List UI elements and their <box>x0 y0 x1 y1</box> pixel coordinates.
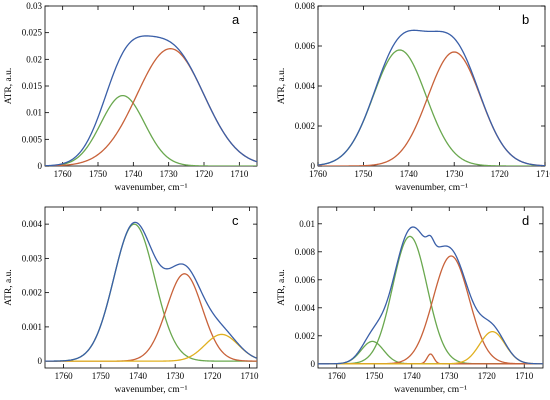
y-axis-label: ATR, a.u. <box>277 269 287 305</box>
x-axis-label: wavenumber, cm⁻¹ <box>394 385 467 395</box>
x-tick-label: 1730 <box>166 371 185 381</box>
x-tick-label: 1710 <box>536 169 550 179</box>
x-tick-label: 1760 <box>328 371 347 381</box>
x-axis-label: wavenumber, cm⁻¹ <box>395 183 468 193</box>
y-tick-label: 0.015 <box>22 81 43 91</box>
chart-panel-c: 1760 1750 1740 1730 1720 1710 0 0.001 0.002 0.003… <box>4 206 260 395</box>
x-tick-label: 1710 <box>230 169 249 179</box>
x-tick-label: 1710 <box>241 371 260 381</box>
y-tick-label: 0.006 <box>295 41 316 51</box>
y-tick-label: 0 <box>38 161 43 171</box>
plot-frame <box>44 206 258 369</box>
chart-panel-d: 1760 1750 1740 1730 1720 1710 0 0.002 0.004 0.006… <box>277 206 544 395</box>
y-tick-label: 0.005 <box>22 134 43 144</box>
y-axis-label: ATR, a.u. <box>277 68 287 104</box>
panel-label: d <box>522 213 529 228</box>
x-tick-label: 1730 <box>440 371 459 381</box>
envelope-curve <box>318 226 543 365</box>
x-tick-label: 1750 <box>354 169 373 179</box>
x-tick-label: 1760 <box>55 371 74 381</box>
x-tick-label: 1760 <box>54 169 73 179</box>
x-tick-label: 1740 <box>129 371 148 381</box>
y-tick-label: 0.01 <box>26 108 42 118</box>
panel-label: c <box>232 213 239 228</box>
chart-panel-a: 1760 1750 1740 1730 1720 1710 0 0.005 0.01 0.015 0… <box>4 1 258 193</box>
x-tick-label: 1760 <box>309 169 328 179</box>
envelope-curve <box>45 35 257 166</box>
curves <box>318 226 543 365</box>
x-tick-label: 1750 <box>365 371 384 381</box>
component-curve <box>318 255 543 365</box>
component-curve <box>318 340 543 365</box>
component-curve <box>45 94 257 166</box>
x-tick-label: 1720 <box>491 169 510 179</box>
x-tick-label: 1730 <box>445 169 464 179</box>
envelope-curve <box>45 221 257 362</box>
y-tick-label: 0.006 <box>295 275 316 285</box>
y-tick-label: 0 <box>311 161 316 171</box>
y-tick-label: 0.01 <box>299 219 315 229</box>
y-tick-label: 0.004 <box>22 219 43 229</box>
x-tick-label: 1730 <box>160 169 179 179</box>
component-curve <box>45 48 257 166</box>
component-curve <box>318 235 543 365</box>
y-axis-label: ATR, a.u. <box>4 269 14 305</box>
panel-label: a <box>232 12 240 27</box>
y-tick-label: 0.03 <box>26 1 42 11</box>
component-curve <box>45 273 257 362</box>
x-tick-label: 1750 <box>92 371 111 381</box>
chart-panel-b: 1760 1750 1740 1730 1720 1710 0 0.002 0.004 0.006… <box>277 1 550 193</box>
x-tick-label: 1720 <box>478 371 497 381</box>
curves <box>45 35 257 166</box>
plot-frame <box>317 206 544 369</box>
x-tick-label: 1740 <box>124 169 143 179</box>
x-tick-label: 1720 <box>195 169 214 179</box>
component-curve <box>318 49 545 166</box>
x-axis-label: wavenumber, cm⁻¹ <box>115 385 188 395</box>
x-tick-label: 1740 <box>400 169 419 179</box>
panel-label: b <box>522 12 529 27</box>
y-tick-label: 0.002 <box>295 331 315 341</box>
y-tick-label: 0.001 <box>22 322 42 332</box>
y-tick-label: 0.008 <box>295 1 316 11</box>
y-tick-label: 0.002 <box>295 121 315 131</box>
y-tick-label: 0.02 <box>26 54 42 64</box>
x-tick-label: 1710 <box>515 371 534 381</box>
component-curve <box>45 333 257 362</box>
component-curve <box>45 223 257 362</box>
curves <box>318 29 545 166</box>
x-tick-label: 1720 <box>203 371 222 381</box>
y-tick-label: 0.008 <box>295 247 316 257</box>
curves <box>45 221 257 362</box>
x-tick-label: 1740 <box>403 371 422 381</box>
x-tick-label: 1750 <box>89 169 108 179</box>
y-tick-label: 0.002 <box>22 288 42 298</box>
y-tick-label: 0 <box>38 356 43 366</box>
plot-frame <box>44 5 258 167</box>
y-tick-label: 0.004 <box>295 303 316 313</box>
y-tick-label: 0.004 <box>295 81 316 91</box>
envelope-curve <box>318 29 545 166</box>
y-axis-label: ATR, a.u. <box>4 68 14 104</box>
y-tick-label: 0 <box>311 359 316 369</box>
x-axis-label: wavenumber, cm⁻¹ <box>115 183 188 193</box>
y-tick-label: 0.003 <box>22 253 43 263</box>
y-tick-label: 0.025 <box>22 28 43 38</box>
